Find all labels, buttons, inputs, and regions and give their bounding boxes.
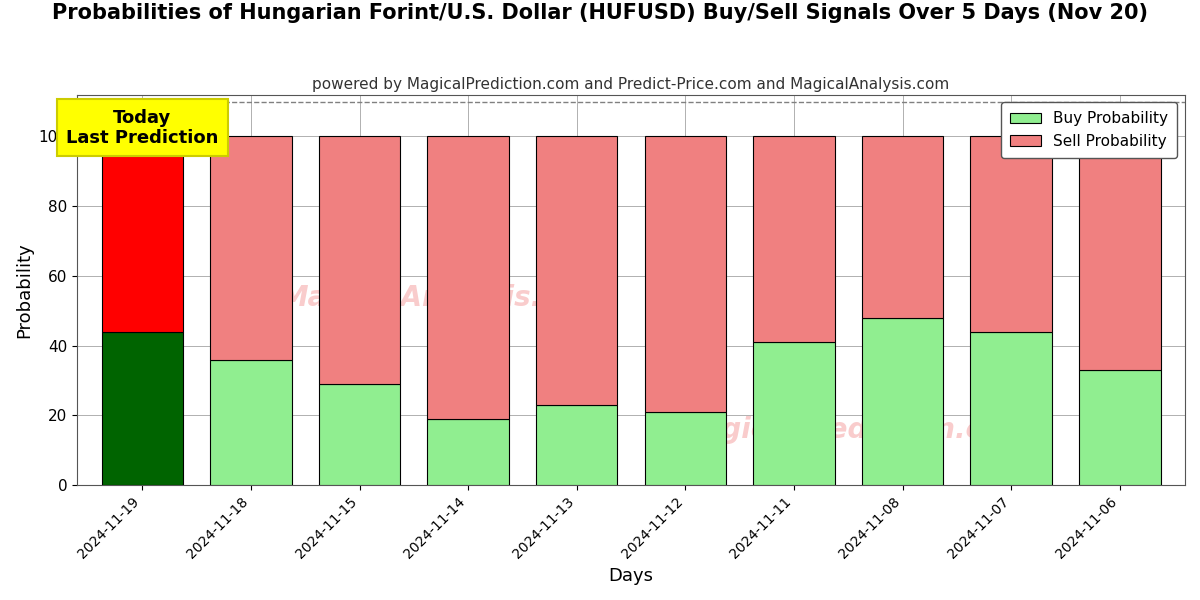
Bar [102,136,184,332]
Bar [754,342,835,485]
Bar [427,136,509,419]
Bar [862,318,943,485]
Bar [427,419,509,485]
Bar [1079,136,1160,370]
Bar [644,412,726,485]
Bar [536,405,618,485]
Title: powered by MagicalPrediction.com and Predict-Price.com and MagicalAnalysis.com: powered by MagicalPrediction.com and Pre… [312,77,949,92]
Bar [210,136,292,359]
Bar [536,136,618,405]
Bar [1079,370,1160,485]
Bar [754,136,835,342]
Bar [971,332,1052,485]
Legend: Buy Probability, Sell Probability: Buy Probability, Sell Probability [1001,102,1177,158]
Text: Today
Last Prediction: Today Last Prediction [66,109,218,148]
Bar [644,136,726,412]
Bar [319,136,401,384]
Text: MagicalPrediction.com: MagicalPrediction.com [676,416,1030,445]
Bar [971,136,1052,332]
Text: Probabilities of Hungarian Forint/U.S. Dollar (HUFUSD) Buy/Sell Signals Over 5 D: Probabilities of Hungarian Forint/U.S. D… [52,3,1148,23]
Bar [210,359,292,485]
X-axis label: Days: Days [608,567,654,585]
Y-axis label: Probability: Probability [14,242,32,338]
Bar [862,136,943,318]
Bar [319,384,401,485]
Bar [102,332,184,485]
Text: MagicalAnalysis.com: MagicalAnalysis.com [280,284,606,311]
